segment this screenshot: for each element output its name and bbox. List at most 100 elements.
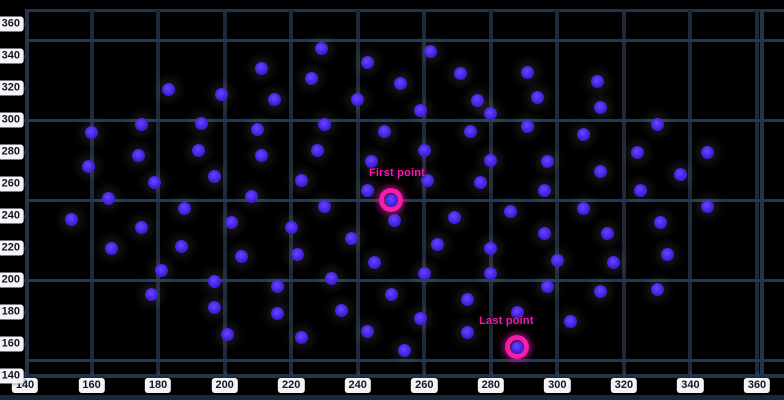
data-point [607, 255, 621, 269]
x-axis-tick-label: 240 [344, 378, 371, 393]
grid-line-vertical [156, 10, 161, 375]
grid-line-vertical [222, 10, 227, 375]
bottom-edge-bar [0, 395, 784, 400]
data-point [484, 153, 498, 167]
data-point [208, 169, 222, 183]
data-point [454, 67, 468, 81]
x-axis-tick-label: 300 [544, 378, 571, 393]
data-point [540, 279, 554, 293]
data-point [431, 238, 445, 252]
data-point [484, 107, 498, 121]
data-point [271, 279, 285, 293]
y-axis-tick-label: 240 [0, 208, 24, 224]
y-axis-tick-label: 360 [0, 16, 24, 32]
x-axis-tick-label: 200 [211, 378, 238, 393]
x-axis-tick-label: 340 [677, 378, 704, 393]
data-point [351, 92, 365, 106]
data-point [317, 118, 331, 132]
data-point [471, 94, 484, 108]
data-point [284, 220, 298, 234]
y-axis-tick-label: 300 [0, 112, 24, 128]
data-point [634, 183, 648, 197]
grid-line-horizontal [26, 279, 784, 282]
data-point [361, 324, 375, 338]
grid-line-vertical [688, 10, 693, 375]
data-point [131, 148, 145, 162]
grid-line-vertical [555, 10, 560, 375]
data-point [447, 211, 461, 225]
data-point [154, 263, 168, 277]
x-axis-tick-label: 180 [144, 378, 172, 393]
data-point [271, 307, 285, 321]
data-point [600, 227, 614, 241]
data-point [208, 275, 222, 289]
data-point [314, 41, 328, 55]
data-point [251, 123, 265, 137]
data-point [700, 145, 714, 159]
x-axis-tick-label: 280 [477, 378, 504, 393]
data-point [148, 175, 162, 189]
grid-line-horizontal [26, 199, 784, 202]
x-axis-tick-label: 160 [78, 378, 105, 393]
last-point-highlight-ring [505, 335, 530, 360]
data-point [234, 249, 248, 263]
data-point [361, 55, 375, 69]
data-point [421, 174, 435, 188]
data-point [414, 103, 428, 117]
grid-line-vertical [488, 10, 493, 375]
data-point [530, 91, 544, 105]
grid-line-vertical [621, 10, 626, 375]
data-point [394, 76, 408, 90]
data-point [65, 212, 79, 226]
data-point [630, 145, 644, 159]
data-point [594, 284, 608, 298]
x-axis-tick-label: 360 [743, 378, 771, 393]
y-axis-tick-label: 200 [0, 272, 24, 288]
data-point [244, 190, 258, 204]
y-axis-tick-label: 140 [0, 368, 24, 384]
grid-line-vertical [89, 10, 94, 375]
data-point [364, 155, 378, 169]
data-point [101, 191, 115, 205]
data-point [317, 199, 331, 213]
data-point [577, 201, 591, 215]
data-point [577, 127, 591, 141]
x-axis-tick-label: 220 [277, 378, 305, 393]
grid-line-vertical [755, 10, 759, 375]
data-point [174, 239, 188, 253]
data-point [484, 241, 498, 255]
data-point [510, 340, 524, 354]
grid-line-vertical [289, 10, 294, 375]
data-point [461, 292, 475, 306]
y-axis-tick-label: 320 [0, 80, 24, 96]
data-point [464, 124, 478, 138]
data-point [81, 159, 95, 173]
data-point [254, 62, 268, 76]
data-point [673, 167, 687, 181]
data-point [361, 183, 375, 197]
annotation-label-last-point: Last point [479, 315, 534, 328]
grid-line-horizontal [26, 39, 784, 42]
data-point [311, 143, 325, 157]
y-axis-tick-label: 260 [0, 176, 24, 192]
data-point [294, 331, 308, 345]
data-point [537, 183, 551, 197]
data-point [540, 155, 554, 169]
data-point [594, 100, 608, 114]
data-point [134, 220, 148, 234]
data-point [537, 227, 551, 241]
y-axis-tick-label: 180 [0, 304, 24, 320]
data-point [474, 175, 488, 189]
data-point [397, 343, 411, 357]
y-axis-tick-label: 220 [0, 240, 24, 256]
data-point [660, 247, 674, 261]
data-point [564, 315, 578, 329]
plot-frame-top [25, 9, 784, 12]
data-point [254, 148, 268, 162]
plot-frame-right [760, 9, 764, 378]
grid-line-horizontal [26, 359, 784, 362]
data-point [224, 215, 238, 229]
data-point [594, 164, 608, 178]
data-point [161, 83, 175, 97]
